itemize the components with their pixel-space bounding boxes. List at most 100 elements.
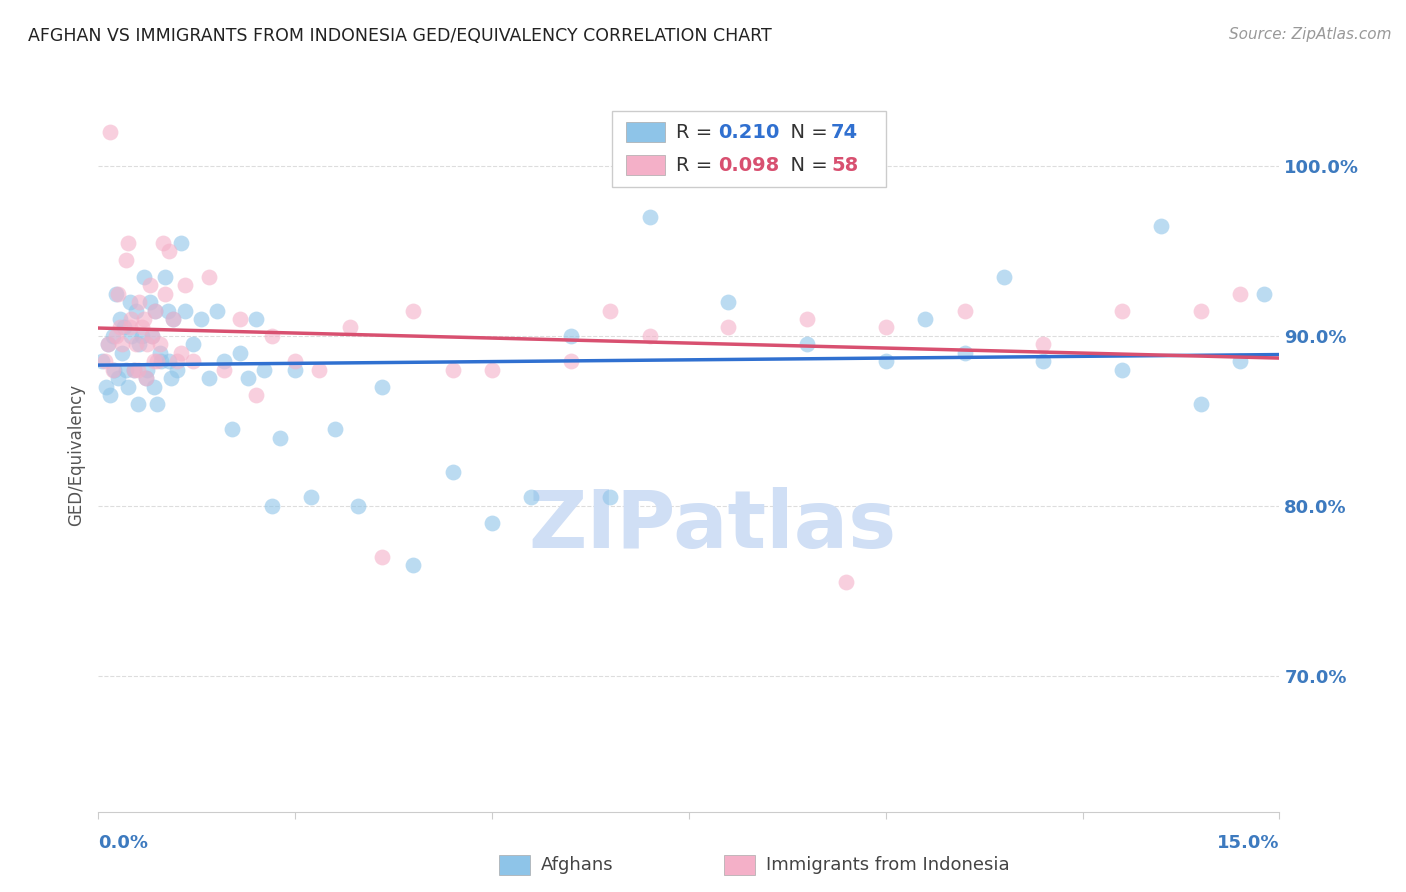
Point <box>599 491 621 505</box>
Point <box>253 363 276 377</box>
Point <box>441 465 464 479</box>
Point <box>127 397 149 411</box>
Point <box>993 269 1015 284</box>
Point <box>214 363 236 377</box>
Point <box>339 320 361 334</box>
Point <box>104 329 127 343</box>
Point <box>155 269 177 284</box>
Point <box>125 337 148 351</box>
Point <box>190 312 212 326</box>
Point <box>107 371 129 385</box>
Point <box>143 303 166 318</box>
Text: 58: 58 <box>831 155 858 175</box>
Point <box>138 295 160 310</box>
Point <box>796 312 818 326</box>
Point <box>1111 303 1133 318</box>
Point <box>104 286 127 301</box>
Point <box>560 354 582 368</box>
Point <box>875 354 897 368</box>
Point <box>122 363 145 377</box>
Point <box>796 337 818 351</box>
Point <box>174 278 197 293</box>
Point <box>103 363 125 377</box>
Point <box>131 329 153 343</box>
Point <box>308 363 330 377</box>
Point <box>717 295 740 310</box>
Point <box>299 491 322 505</box>
Text: R =: R = <box>676 155 718 175</box>
Point <box>156 303 179 318</box>
Point <box>112 320 135 334</box>
Text: Source: ZipAtlas.com: Source: ZipAtlas.com <box>1229 27 1392 42</box>
Point <box>110 320 132 334</box>
Point <box>245 388 267 402</box>
Point <box>197 269 219 284</box>
Point <box>118 295 141 310</box>
Point <box>953 303 976 318</box>
Text: Immigrants from Indonesia: Immigrants from Indonesia <box>766 856 1010 874</box>
Point <box>1150 219 1173 233</box>
Point <box>101 363 124 377</box>
Point <box>141 329 163 343</box>
Point <box>914 312 936 326</box>
Point <box>160 371 183 385</box>
Point <box>520 491 543 505</box>
Point <box>953 346 976 360</box>
Point <box>260 329 283 343</box>
Point <box>236 371 259 385</box>
Point <box>166 363 188 377</box>
Point <box>181 354 204 368</box>
Point <box>117 380 139 394</box>
Point <box>599 303 621 318</box>
Point <box>166 354 188 368</box>
Point <box>98 125 121 139</box>
Point <box>128 337 150 351</box>
Point <box>93 354 115 368</box>
Point <box>347 499 370 513</box>
Point <box>875 320 897 334</box>
Text: R =: R = <box>676 122 718 142</box>
Text: AFGHAN VS IMMIGRANTS FROM INDONESIA GED/EQUIVALENCY CORRELATION CHART: AFGHAN VS IMMIGRANTS FROM INDONESIA GED/… <box>28 27 772 45</box>
Point <box>229 312 252 326</box>
Point <box>107 286 129 301</box>
Point <box>197 371 219 385</box>
Point <box>142 380 165 394</box>
Point <box>115 363 138 377</box>
Point <box>1229 286 1251 301</box>
Point <box>135 371 157 385</box>
Text: 74: 74 <box>831 122 858 142</box>
Point <box>717 320 740 334</box>
Text: N =: N = <box>778 122 834 142</box>
Point <box>121 329 143 343</box>
Point <box>181 337 204 351</box>
Point <box>1032 354 1054 368</box>
Point <box>157 354 180 368</box>
Point <box>205 303 228 318</box>
Point <box>91 354 114 368</box>
Text: 0.098: 0.098 <box>718 155 780 175</box>
Text: N =: N = <box>778 155 834 175</box>
Point <box>136 363 159 377</box>
Point <box>97 337 120 351</box>
Point <box>135 371 157 385</box>
Point <box>127 363 149 377</box>
Point <box>221 422 243 436</box>
Point <box>143 303 166 318</box>
Point <box>174 303 197 318</box>
Point <box>98 388 121 402</box>
Point <box>284 363 307 377</box>
Point <box>146 397 169 411</box>
Text: 15.0%: 15.0% <box>1218 834 1279 852</box>
Point <box>481 516 503 530</box>
Point <box>155 286 177 301</box>
Point <box>96 380 118 394</box>
Point <box>441 363 464 377</box>
Point <box>142 354 165 368</box>
Point <box>260 499 283 513</box>
Text: 0.210: 0.210 <box>718 122 780 142</box>
Point <box>121 312 143 326</box>
Point <box>111 346 134 360</box>
Point <box>132 312 155 326</box>
Point <box>150 354 173 368</box>
Point <box>371 380 394 394</box>
